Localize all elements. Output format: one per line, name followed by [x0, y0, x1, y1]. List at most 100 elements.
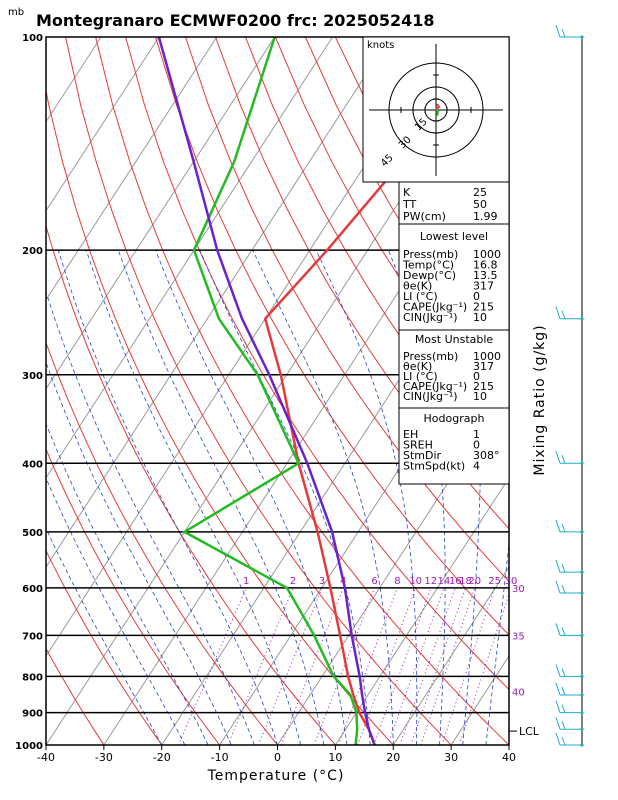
mixing-ratio-line	[258, 587, 323, 745]
isotherm-line	[46, 37, 218, 301]
wind-barb-flag	[561, 584, 566, 594]
pressure-tick-labels: 100 200 300 400 500 600 700 800 900 1000	[15, 33, 43, 752]
panel-row-value: 0	[473, 290, 480, 303]
wind-barb-flag	[561, 563, 566, 573]
chart-title: Montegranaro ECMWF0200 frc: 2025052418	[36, 11, 435, 30]
lowest-level-heading: Lowest level	[420, 230, 488, 243]
wind-barb-flag	[561, 627, 566, 636]
panel-row-value: 10	[473, 390, 487, 403]
wind-barb-flag	[555, 664, 561, 677]
wind-barb-flag	[561, 523, 566, 533]
right-annotation-label: 35	[512, 631, 525, 642]
panel-row-value: 215	[473, 380, 494, 393]
right-annotation-label: 40	[512, 687, 525, 698]
wind-barb-flag	[555, 717, 561, 730]
panel-row-value: 13.5	[473, 269, 498, 282]
wind-barb-flag	[555, 451, 561, 464]
index-k-label: K	[403, 186, 411, 199]
wind-barb-flag	[561, 310, 566, 319]
dry-adiabat-line	[46, 447, 220, 745]
panel-row-value: 4	[473, 460, 480, 473]
wind-barb-flag	[561, 721, 566, 730]
panel-row-value: 16.8	[473, 259, 498, 272]
panel-row-value: 215	[473, 301, 494, 314]
wind-barb-flag	[555, 24, 561, 38]
panel-row-label: StmDir	[403, 449, 442, 462]
wind-barb-flag	[561, 736, 566, 746]
dry-adiabat-line	[46, 549, 163, 745]
dry-adiabat-line	[46, 341, 278, 745]
dry-adiabat-lines	[46, 37, 509, 745]
wind-barb-flag	[555, 700, 561, 713]
panel-row-value: 308°	[473, 449, 500, 462]
pressure-tick-label: 800	[22, 672, 43, 683]
mixing-ratio-label: 18	[459, 576, 472, 587]
wind-barb-flag	[561, 704, 566, 713]
wind-barb-flag	[555, 623, 561, 636]
wind-barb-flag	[555, 732, 561, 746]
dry-adiabat-line	[125, 37, 509, 691]
moist-adiabat-line	[46, 290, 255, 745]
moist-adiabat-line	[46, 361, 232, 745]
lcl-label: LCL	[519, 725, 540, 738]
dry-adiabat-line	[215, 37, 509, 530]
panel-row-label: Dewp(°C)	[403, 269, 456, 282]
x-tick-label: 0	[274, 751, 281, 764]
panel-row-label: LI (°C)	[403, 290, 438, 303]
hodograph-stats-rows: EH 1 SREH 0 StmDir 308° StmSpd(kt) 4	[403, 428, 500, 473]
panel-row-label: CIN(Jkg⁻¹)	[403, 390, 458, 403]
y-axis-label-right: Mixing Ratio (g/kg)	[532, 324, 548, 475]
pressure-tick-label: 600	[22, 584, 43, 595]
x-tick-label: -20	[153, 751, 171, 764]
index-k-value: 25	[473, 186, 487, 199]
index-pw-value: 1.99	[473, 210, 498, 223]
moist-adiabat-line	[46, 527, 163, 745]
hodograph-stats-heading: Hodograph	[424, 412, 485, 425]
moist-adiabat-line	[46, 477, 186, 745]
wind-barb-flag	[555, 580, 561, 594]
dry-adiabat-line	[65, 37, 452, 745]
wind-barb-flag	[555, 682, 561, 696]
isotherm-line	[46, 37, 391, 568]
profile-series-line	[263, 37, 499, 745]
hodograph-units: knots	[367, 40, 394, 51]
pressure-tick-label: 900	[22, 709, 43, 720]
pressure-tick-label: 500	[22, 528, 43, 539]
mixing-ratio-label: 12	[424, 576, 437, 587]
moist-adiabat-line	[46, 422, 209, 745]
mixing-ratio-line	[399, 587, 456, 745]
mixing-ratio-label: 3	[319, 576, 325, 587]
hodograph-trace-mid	[435, 103, 441, 110]
isotherm-line	[508, 744, 509, 745]
isotherm-line	[392, 566, 509, 745]
index-tt-label: TT	[402, 198, 417, 211]
mixing-ratio-label: 16	[449, 576, 462, 587]
dry-adiabat-line	[95, 37, 509, 745]
mixing-ratio-label: 14	[437, 576, 450, 587]
lowest-level-rows: Press(mb) 1000 Temp(°C) 16.8 Dewp(°C) 13.5 θe(…	[402, 248, 501, 324]
panel-row-label: Press(mb)	[403, 350, 458, 363]
pressure-tick-label: 700	[22, 631, 43, 642]
wind-barb-flag	[555, 519, 561, 533]
panel-row-value: 0	[473, 439, 480, 452]
mixing-ratio-line	[280, 587, 344, 745]
isotherm-line	[161, 209, 509, 745]
mixing-ratio-line	[177, 587, 247, 745]
hodograph-ticks	[388, 62, 484, 158]
mixing-ratio-line	[313, 587, 375, 745]
isotherm-line	[46, 37, 333, 479]
isotherm-line	[567, 37, 618, 745]
wind-barb-flag	[555, 306, 561, 319]
mixing-ratio-lines	[177, 587, 509, 745]
wind-barb-flag	[561, 686, 566, 696]
hodograph-trace-low	[435, 108, 440, 117]
dry-adiabat-line	[155, 37, 509, 636]
panel-row-label: θe(K)	[403, 360, 432, 373]
pressure-tick-label: 100	[22, 33, 43, 44]
most-unstable-rows: Press(mb) 1000 θe(K) 317 LI (°C) 0 CAPE(Jkg⁻¹)…	[403, 350, 501, 403]
wind-barb-flag	[555, 560, 561, 573]
dry-adiabat-line	[185, 37, 509, 583]
x-tick-label: -10	[211, 751, 229, 764]
pressure-tick-label: 1000	[15, 741, 43, 752]
isotherm-line	[334, 476, 509, 745]
